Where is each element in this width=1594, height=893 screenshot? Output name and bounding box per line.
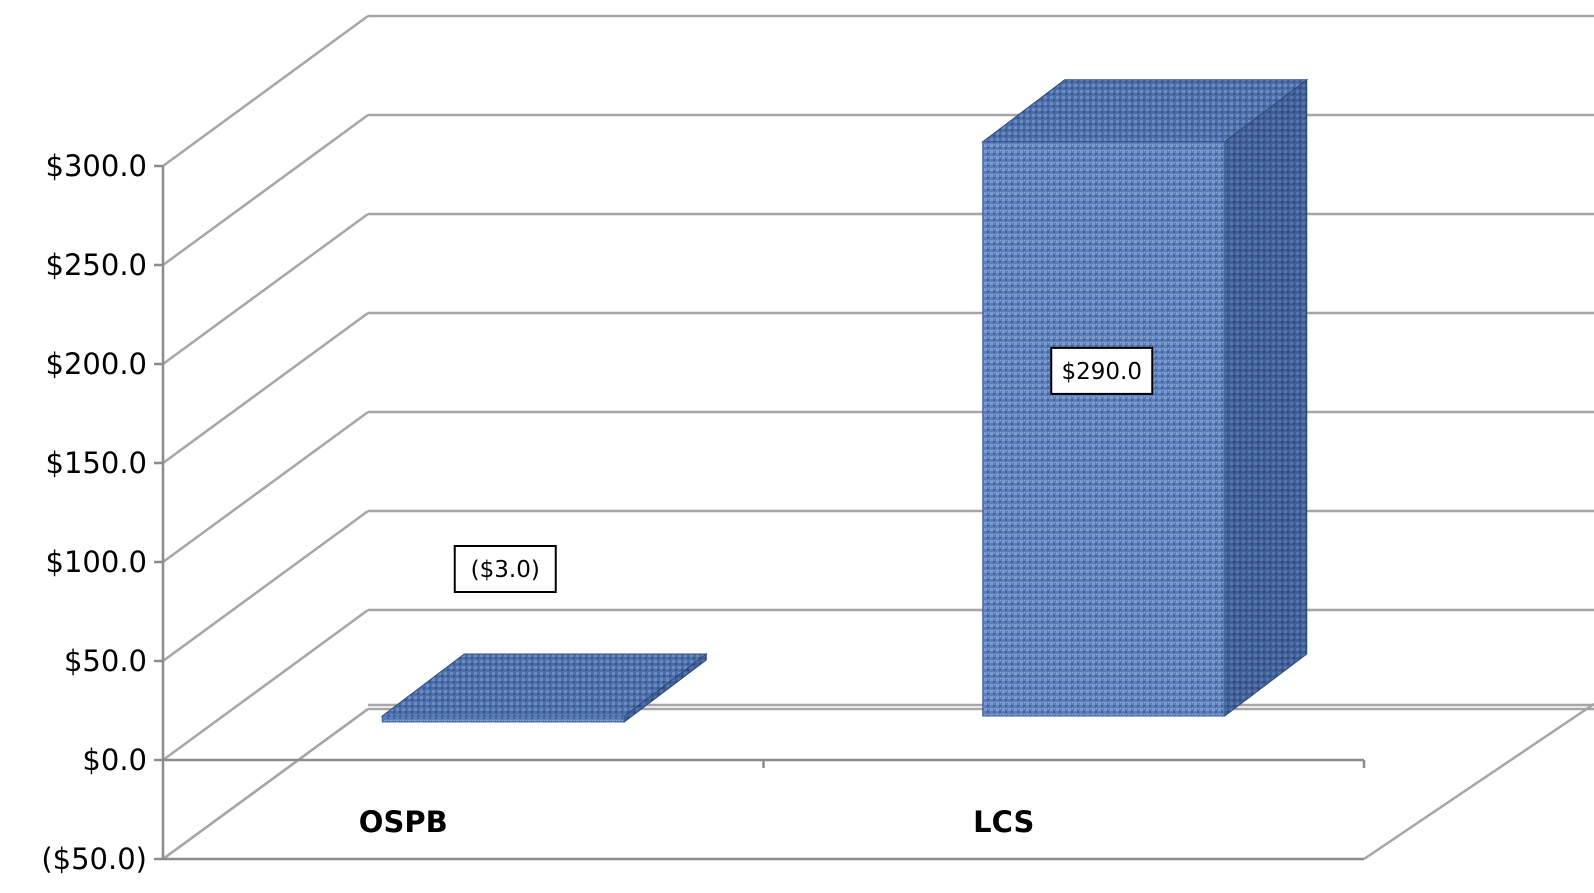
side-gridline: [162, 212, 369, 366]
x-category-label: LCS: [973, 805, 1034, 839]
data-label-box: [453, 545, 557, 593]
y-tick-label: ($50.0): [41, 842, 147, 876]
side-gridline: [162, 113, 369, 267]
labels: ($50.0) $0.0 $50.0 $100.0 $150.0 $200.0 $250.0…: [41, 149, 1154, 876]
data-label: ($3.0): [453, 545, 557, 593]
side-gridline: [162, 14, 369, 168]
y-tick-label: $50.0: [64, 644, 147, 678]
bar-front-face: [982, 141, 1226, 717]
data-label: $290.0: [1050, 346, 1154, 395]
gridlines: [162, 14, 1594, 861]
bar-front-face: [381, 715, 625, 723]
side-gridline: [162, 410, 369, 564]
y-tick-label: $200.0: [46, 347, 147, 381]
bar-top-face: [380, 653, 708, 717]
bottom-right-diagonal: [1363, 702, 1594, 861]
y-tick-label: $250.0: [46, 248, 147, 282]
y-tick-label: $100.0: [46, 545, 147, 579]
side-gridline: [162, 311, 369, 465]
bar-ospb: [380, 652, 708, 723]
y-tick-label: $150.0: [46, 446, 147, 480]
x-category-label: OSPB: [359, 805, 448, 839]
y-tick-label: $0.0: [82, 743, 147, 777]
bottom-left-diagonal: [162, 707, 369, 861]
bars: [380, 78, 1309, 723]
bar-lcs: [981, 78, 1309, 718]
side-gridline: [162, 608, 369, 762]
bar-side-face: [1224, 78, 1308, 718]
side-gridline: [162, 509, 369, 663]
data-label-box: [1050, 346, 1154, 395]
data-label-text: $290.0: [1062, 359, 1142, 385]
y-tick-label: $300.0: [46, 149, 147, 183]
data-label-text: ($3.0): [471, 557, 540, 583]
axes: [154, 164, 1366, 861]
